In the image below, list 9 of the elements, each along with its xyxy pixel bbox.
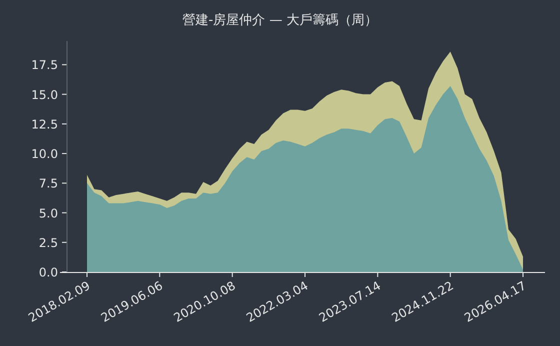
y-tick-label: 7.5 <box>38 176 58 191</box>
y-tick-label: 17.5 <box>31 58 58 72</box>
y-tick-label: 12.5 <box>31 117 58 132</box>
chart-title: 營建-房屋仲介 — 大戶籌碼（周） <box>182 12 378 28</box>
y-tick-label: 15.0 <box>31 88 58 102</box>
y-tick-label: 0.0 <box>38 266 58 280</box>
y-tick-label: 10.0 <box>31 147 58 162</box>
y-tick-label: 5.0 <box>38 206 58 220</box>
y-tick-label: 2.5 <box>38 236 58 250</box>
